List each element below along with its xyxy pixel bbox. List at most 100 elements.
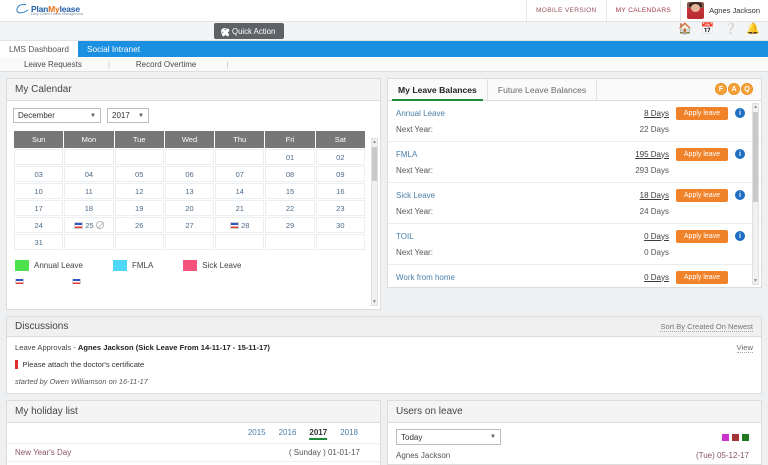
quick-action-button[interactable]: Quick Action [214,23,285,39]
apply-leave-button[interactable]: Apply leave [676,147,728,161]
calendar-day-07[interactable]: 07 [215,166,265,182]
calendar-day-27[interactable]: 27 [164,217,215,233]
balance-row: Annual Leave 8 Days Apply leave i Next Year:… [388,101,761,142]
calendar-day-11[interactable]: 11 [64,183,114,199]
balance-type-name[interactable]: Annual Leave [396,108,445,118]
calendar-day-label: 25 [85,220,94,230]
calendar-day-22[interactable]: 22 [265,200,315,216]
utility-icons: 🏠 📅 ❔ 🔔 [678,24,760,35]
discussions-sort-link[interactable]: Sort By Created On Newest [660,321,753,332]
calendar-day-20[interactable]: 20 [164,200,215,216]
tab-future-leave-balances[interactable]: Future Leave Balances [488,79,598,100]
calendar-day-empty [114,149,164,165]
users-on-leave-filter-select[interactable]: Today ▼ [396,429,501,445]
calendar-day-label: 06 [185,169,194,179]
holiday-list-title: My holiday list [7,401,380,423]
calendar-day-label: 04 [84,169,94,179]
calendar-day-14[interactable]: 14 [215,183,265,199]
calendar-day-content: 19 [117,204,162,213]
balances-scrollbar[interactable]: ▲ ▼ [752,103,759,285]
faq-badge[interactable]: F A Q [715,83,753,95]
year-select[interactable]: 2017 ▼ [107,108,149,123]
balance-type-name[interactable]: Work from home [396,272,455,282]
calendar-day-13[interactable]: 13 [164,183,215,199]
year-select-value: 2017 [112,111,130,120]
user-menu[interactable]: Agnes Jackson [680,0,768,21]
calendar-day-16[interactable]: 16 [315,183,365,199]
avatar[interactable] [687,2,705,19]
month-select[interactable]: December ▼ [13,108,101,123]
home-icon[interactable]: 🏠 [678,23,692,35]
holiday-year-2017[interactable]: 2017 [309,428,327,440]
scroll-down-icon[interactable]: ▼ [372,299,377,305]
my-calendars-link[interactable]: MY CALENDARS [605,0,681,21]
calendar-day-23[interactable]: 23 [315,200,365,216]
scroll-down-icon[interactable]: ▼ [753,278,758,284]
balance-days-link[interactable]: 8 Days [644,108,669,118]
calendar-day-30[interactable]: 30 [315,217,365,233]
calendar-day-content: 03 [16,170,61,179]
calendar-day-06[interactable]: 06 [164,166,215,182]
calendar-day-content: 06 [167,170,212,179]
balance-type-name[interactable]: FMLA [396,149,418,159]
calendar-day-17[interactable]: 17 [14,200,64,216]
holiday-year-2016[interactable]: 2016 [278,428,297,437]
calendar-icon[interactable]: 📅 [700,23,715,35]
calendar-day-18[interactable]: 18 [64,200,114,216]
balance-days-link[interactable]: 18 Days [639,190,669,200]
calendar-day-29[interactable]: 29 [265,217,315,233]
help-icon[interactable]: ❔ [723,23,738,35]
holiday-year-2015[interactable]: 2015 [247,428,266,437]
apply-leave-button[interactable]: Apply leave [676,270,728,284]
nav-tab-social-intranet[interactable]: Social Intranet [77,41,150,57]
info-icon[interactable]: i [735,231,745,241]
info-icon[interactable]: i [735,190,745,200]
calendar-day-content: 27 [167,221,212,230]
calendar-day-21[interactable]: 21 [215,200,265,216]
bell-icon[interactable]: 🔔 [746,23,760,35]
balance-next-year-line: Next Year: 24 Days [396,203,745,219]
balances-scroll-thumb[interactable] [753,112,758,202]
brand-logo[interactable]: PlanMylease Easy Online Leave Management [14,2,83,16]
calendar-day-05[interactable]: 05 [114,166,164,182]
apply-leave-button[interactable]: Apply leave [676,229,728,243]
calendar-day-content: 08 [267,170,312,179]
calendar-day-31[interactable]: 31 [14,234,64,250]
mobile-version-link[interactable]: MOBILE VERSION [525,0,606,21]
balance-type-name[interactable]: TOIL [396,231,414,241]
info-icon[interactable]: i [735,108,745,118]
calendar-scroll-thumb[interactable] [372,147,377,181]
calendar-day-24[interactable]: 24 [14,217,64,233]
calendar-day-10[interactable]: 10 [14,183,64,199]
calendar-day-04[interactable]: 04 [64,166,114,182]
info-icon[interactable]: i [735,149,745,159]
calendar-day-09[interactable]: 09 [315,166,365,182]
calendar-day-12[interactable]: 12 [114,183,164,199]
calendar-day-03[interactable]: 03 [14,166,64,182]
calendar-weeks: 01 02 03 04 05 06 07 08 09 10 11 12 13 14 15 16 17 18 19 20… [14,149,365,250]
subnav-item-record-overtime[interactable]: Record Overtime [135,59,197,69]
calendar-day-28[interactable]: 28 [215,217,265,233]
balance-days-link[interactable]: 0 Days [644,272,669,282]
subnav-item-leave-requests[interactable]: Leave Requests [24,59,82,69]
nav-tab-lms-dashboard[interactable]: LMS Dashboard [0,41,78,57]
balance-type-name[interactable]: Sick Leave [396,190,436,200]
calendar-day-15[interactable]: 15 [265,183,315,199]
calendar-day-01[interactable]: 01 [265,149,315,165]
apply-leave-button[interactable]: Apply leave [676,188,728,202]
apply-leave-button[interactable]: Apply leave [676,106,728,120]
scroll-up-icon[interactable]: ▲ [372,139,377,145]
calendar-scrollbar[interactable]: ▲ ▼ [371,138,378,306]
discussion-view-link[interactable]: View [736,343,753,353]
calendar-day-25[interactable]: 25 [64,217,114,233]
calendar-day-08[interactable]: 08 [265,166,315,182]
scroll-up-icon[interactable]: ▲ [753,104,758,110]
calendar-day-26[interactable]: 26 [114,217,164,233]
calendar-day-19[interactable]: 19 [114,200,164,216]
balance-next-year-days: 22 Days [639,124,669,134]
holiday-year-2018[interactable]: 2018 [340,428,358,437]
balance-days-link[interactable]: 0 Days [644,231,669,241]
tab-my-leave-balances[interactable]: My Leave Balances [388,79,488,101]
balance-days-link[interactable]: 195 Days [635,149,669,159]
calendar-day-02[interactable]: 02 [315,149,365,165]
